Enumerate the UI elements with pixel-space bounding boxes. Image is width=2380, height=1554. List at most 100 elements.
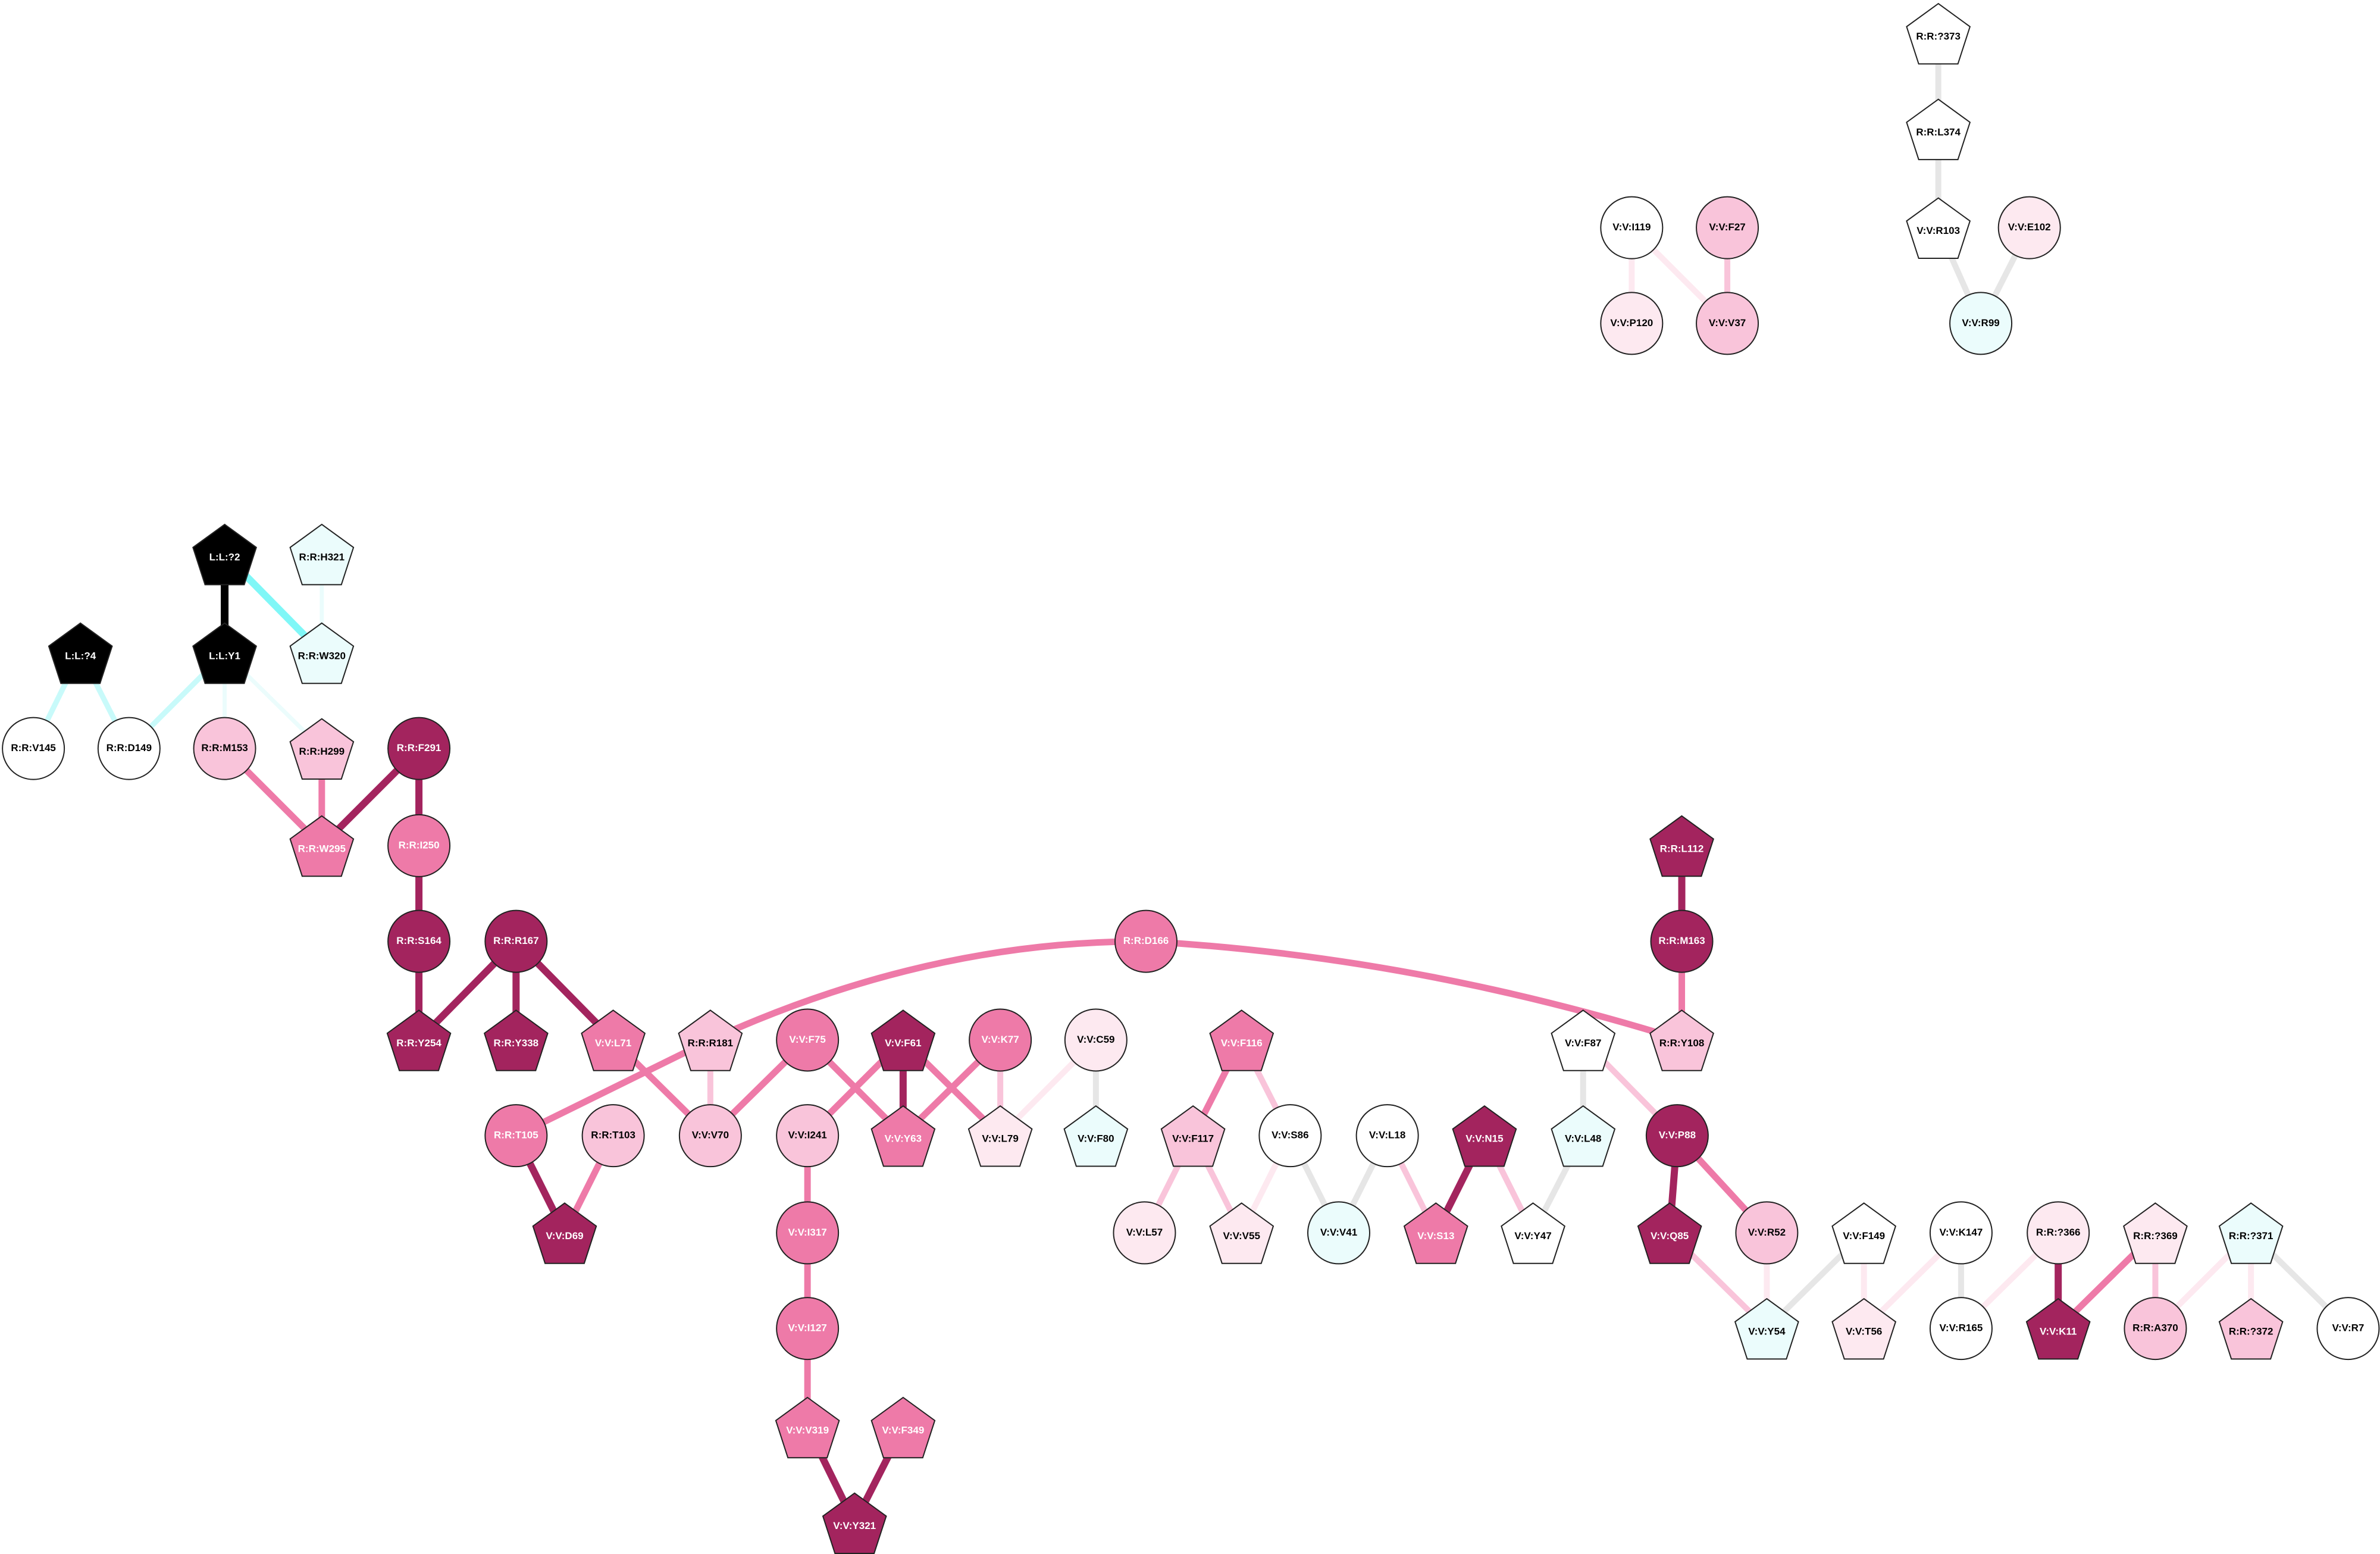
edge: [1145, 938, 1683, 1043]
node-label: V:V:K147: [1940, 1227, 1983, 1238]
node: [1696, 292, 1759, 355]
node-label: R:R:D166: [1123, 935, 1169, 946]
node: [1307, 1201, 1370, 1265]
node-label: R:R:M153: [201, 742, 248, 753]
node-label: V:V:Q85: [1651, 1230, 1689, 1242]
node: [387, 909, 451, 973]
node: [1831, 1202, 1897, 1264]
node: [1949, 292, 2013, 355]
node-label: V:V:F149: [1843, 1230, 1885, 1242]
node: [1113, 1201, 1176, 1265]
node: [1906, 2, 1971, 65]
node: [386, 1009, 452, 1071]
node: [1929, 1201, 1993, 1265]
node: [1734, 1297, 1799, 1360]
node: [1831, 1297, 1897, 1360]
node-label: V:V:L79: [982, 1133, 1018, 1145]
node: [2218, 1297, 2284, 1360]
node: [1600, 292, 1664, 355]
node: [870, 1396, 936, 1459]
node-label: R:R:F291: [397, 742, 441, 753]
node: [1209, 1009, 1274, 1071]
node: [2124, 1297, 2187, 1361]
node: [2, 717, 65, 780]
node-label: R:R:?372: [2229, 1326, 2273, 1337]
node-label: R:R:R167: [493, 935, 539, 946]
node: [289, 815, 355, 877]
node: [289, 622, 355, 684]
node-label: V:V:I241: [788, 1130, 827, 1141]
node-label: V:V:F75: [789, 1034, 825, 1045]
node: [1997, 196, 2061, 259]
edge: [709, 938, 1147, 1043]
node-label: V:V:Y321: [833, 1520, 876, 1531]
node: [1160, 1105, 1226, 1167]
node-label: V:V:V70: [692, 1130, 729, 1141]
node: [1063, 1105, 1129, 1167]
edge: [514, 1037, 712, 1139]
node: [1209, 1202, 1274, 1264]
node-label: R:R:Y338: [494, 1037, 539, 1049]
node-label: V:V:C59: [1077, 1034, 1114, 1045]
node: [1906, 98, 1971, 161]
node-label: R:R:?371: [2229, 1230, 2273, 1242]
node: [2316, 1297, 2380, 1361]
node: [48, 622, 113, 684]
node-label: V:V:P120: [1610, 317, 1653, 329]
node-label: L:L:?4: [65, 650, 96, 661]
node-label: V:V:R165: [1940, 1322, 1983, 1334]
node: [1258, 1104, 1322, 1168]
node-label: V:V:I127: [788, 1322, 827, 1334]
node: [870, 1009, 936, 1071]
node: [775, 1396, 840, 1459]
node-label: R:R:V145: [11, 742, 56, 753]
node: [776, 1201, 840, 1265]
node-label: V:V:V41: [1320, 1227, 1357, 1238]
node-label: R:R:M163: [1658, 935, 1705, 946]
node: [967, 1105, 1033, 1167]
node-label: R:R:W295: [298, 843, 346, 854]
node-label: V:V:Y47: [1514, 1230, 1551, 1242]
node: [532, 1202, 597, 1264]
node-label: R:R:?373: [1916, 31, 1961, 42]
node-label: V:V:I317: [788, 1227, 827, 1238]
node: [1551, 1009, 1616, 1071]
node-label: R:R:L374: [1916, 126, 1961, 137]
node-label: V:V:K11: [2040, 1326, 2077, 1337]
node-label: V:V:R103: [1916, 225, 1960, 236]
node-label: V:V:F117: [1172, 1133, 1214, 1145]
node: [1355, 1104, 1419, 1168]
node-label: R:R:A370: [2132, 1322, 2178, 1334]
node-label: L:L:Y1: [209, 650, 240, 661]
node-label: V:V:F116: [1221, 1037, 1263, 1049]
node: [1637, 1202, 1702, 1264]
node-label: V:V:L71: [595, 1037, 631, 1049]
node-label: R:R:H321: [299, 552, 345, 563]
node-label: R:R:?366: [2036, 1227, 2081, 1238]
node: [1064, 1008, 1128, 1072]
node: [1649, 815, 1714, 877]
node: [1649, 1009, 1714, 1071]
node-label: R:R:H299: [299, 746, 345, 757]
node-label: V:V:S13: [1417, 1230, 1454, 1242]
node: [1650, 909, 1714, 973]
node: [1645, 1104, 1709, 1168]
node: [2218, 1202, 2284, 1264]
node-label: V:V:F87: [1565, 1037, 1601, 1049]
node: [289, 523, 355, 586]
node-label: R:R:W320: [298, 650, 346, 661]
node: [193, 717, 256, 780]
node-label: V:V:L57: [1126, 1227, 1163, 1238]
node-label: V:V:F80: [1078, 1133, 1114, 1145]
node: [1735, 1201, 1799, 1265]
node: [484, 909, 548, 973]
node: [2025, 1297, 2091, 1360]
node: [97, 717, 161, 780]
node-label: L:L:?2: [209, 552, 240, 563]
node: [776, 1297, 840, 1361]
node-label: V:V:R52: [1748, 1227, 1786, 1238]
node: [1403, 1202, 1468, 1264]
node: [776, 1104, 840, 1168]
node-label: R:R:S164: [396, 935, 441, 946]
